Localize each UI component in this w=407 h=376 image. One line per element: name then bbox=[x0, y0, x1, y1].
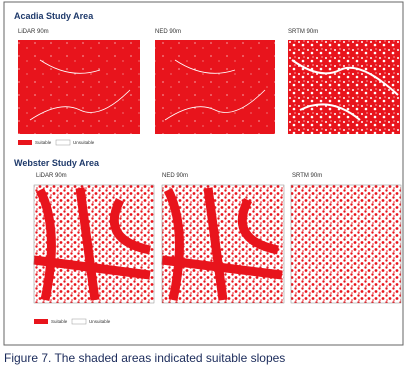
panel-label: LiDAR 90m bbox=[36, 173, 67, 179]
legend-swatch bbox=[72, 319, 86, 324]
panel-label: SRTM 90m bbox=[292, 173, 322, 179]
section-title: Acadia Study Area bbox=[14, 11, 94, 21]
panel-label: SRTM 90m bbox=[288, 29, 318, 35]
panel-label: NED 90m bbox=[162, 173, 188, 179]
section-title: Webster Study Area bbox=[14, 158, 100, 168]
panel-label: LiDAR 90m bbox=[18, 29, 49, 35]
map-panels bbox=[18, 40, 400, 134]
map-panels bbox=[34, 185, 401, 303]
legend-label: Unsuitable bbox=[89, 319, 111, 324]
figure-page: Acadia Study Area LiDAR 90m NED 90m SRTM… bbox=[0, 0, 407, 376]
legend-label: Unsuitable bbox=[73, 140, 95, 145]
legend-label: Suitable bbox=[35, 140, 52, 145]
figure-caption: Figure 7. The shaded areas indicated sui… bbox=[4, 351, 285, 365]
legend-swatch bbox=[56, 140, 70, 145]
panel-label: NED 90m bbox=[155, 29, 181, 35]
legend-swatch bbox=[18, 140, 32, 145]
legend-swatch bbox=[34, 319, 48, 324]
legend-label: Suitable bbox=[51, 319, 68, 324]
